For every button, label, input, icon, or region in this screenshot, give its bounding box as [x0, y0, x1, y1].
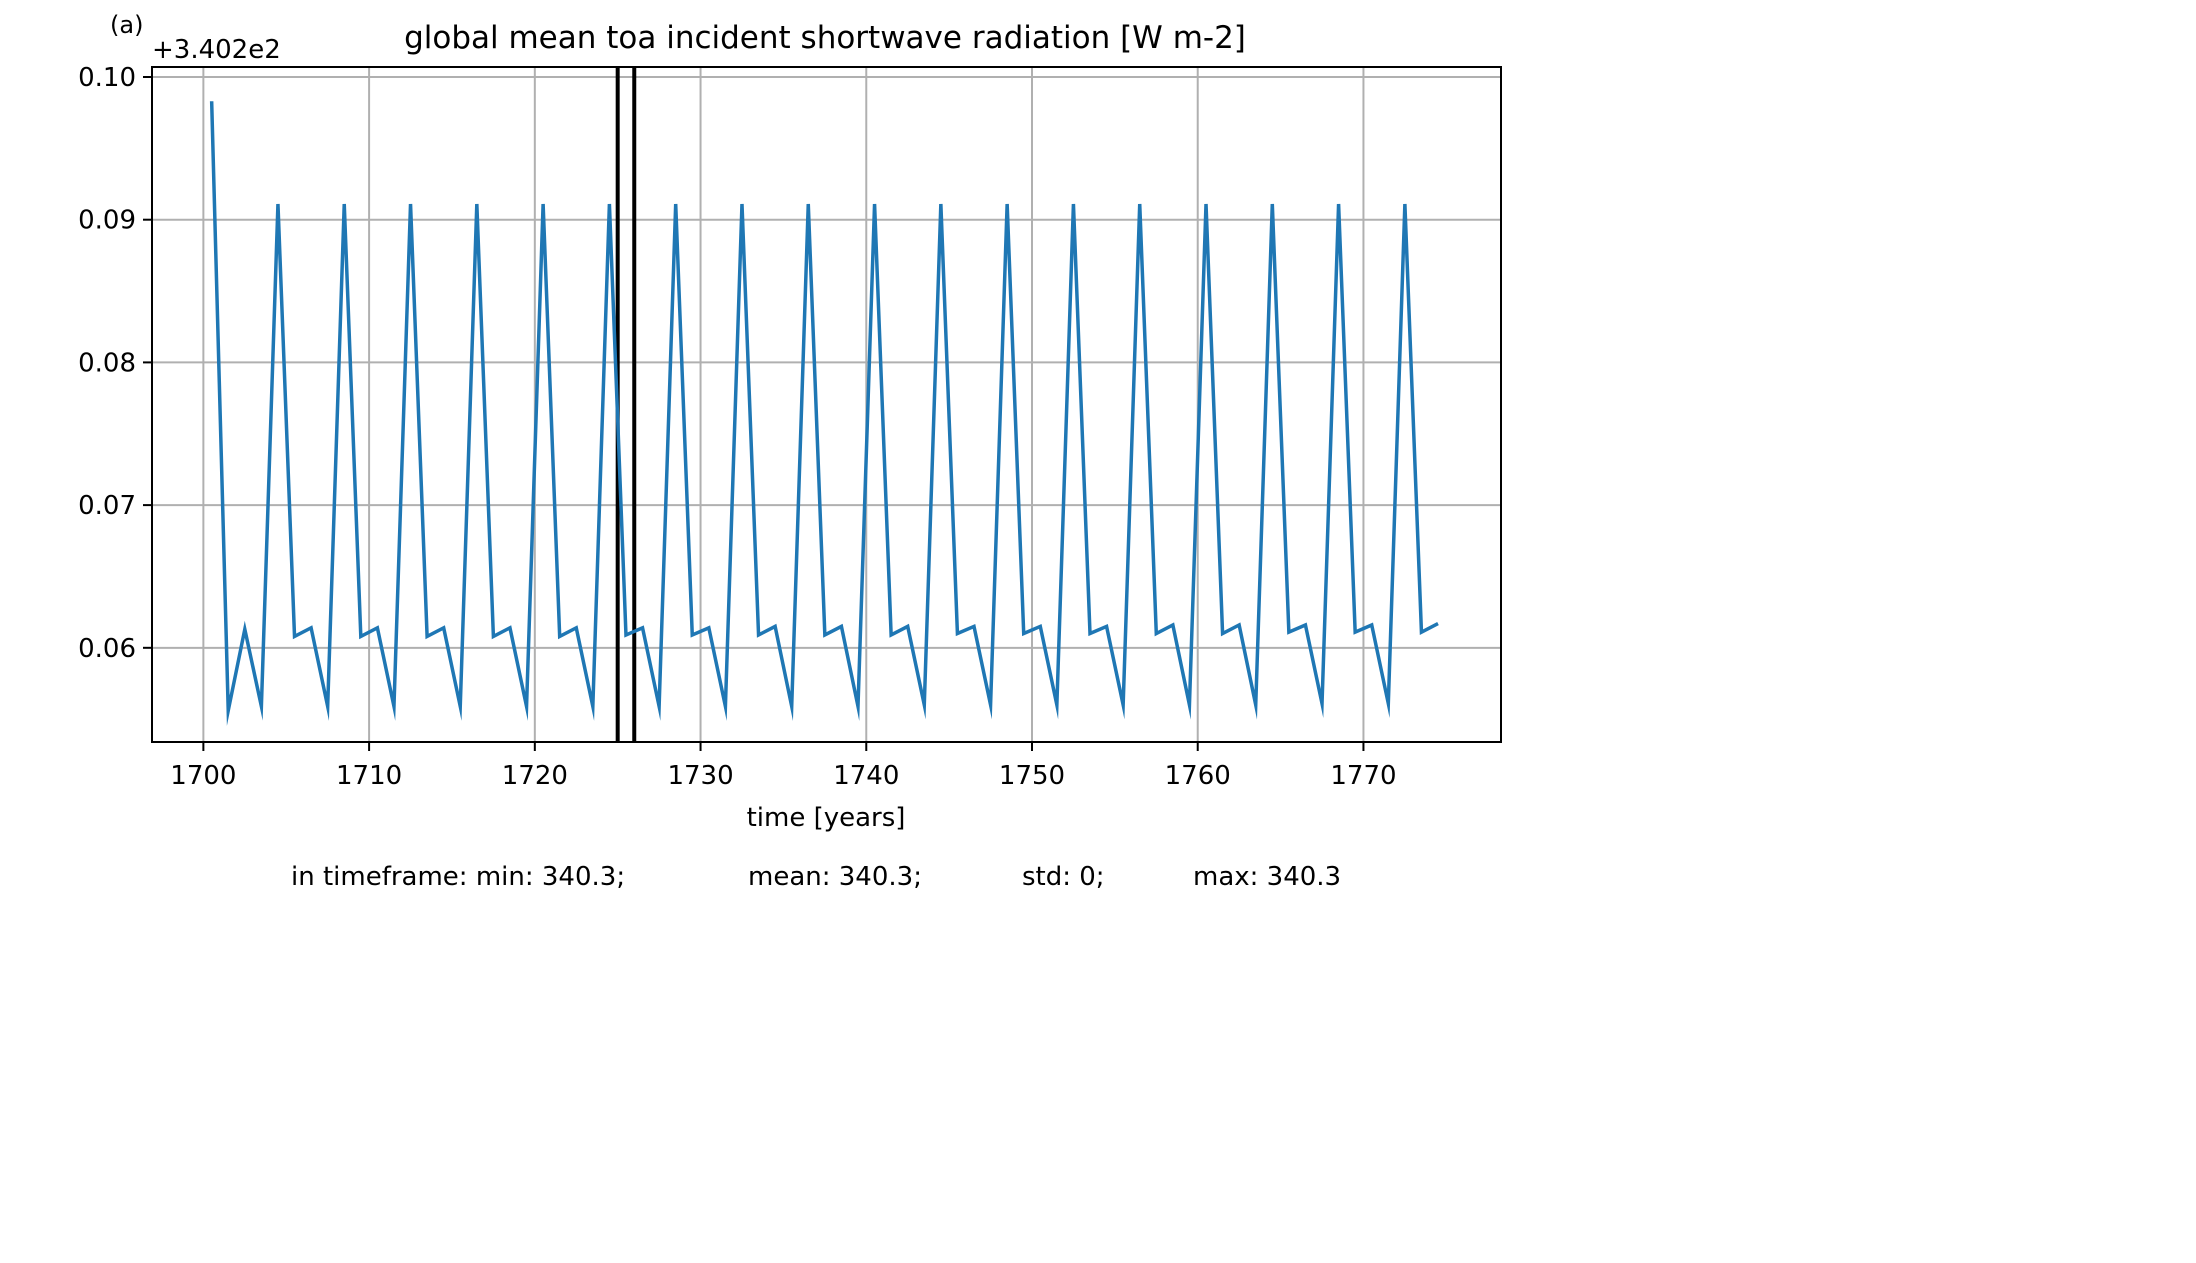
panel-label: (a): [110, 11, 143, 39]
footer-min: in timeframe: min: 340.3;: [291, 862, 625, 892]
y-tick-label: 0.06: [78, 634, 136, 664]
y-tick-label: 0.08: [78, 348, 136, 378]
series-line: [209, 101, 1439, 726]
line-chart-figure: (a) global mean toa incident shortwave r…: [0, 0, 1550, 900]
x-tick-label: 1730: [667, 761, 733, 791]
x-tick-label: 1750: [999, 761, 1065, 791]
axis-ticks: 1700 1710 1720 1730 1740 1750 1760 1770 0.06 0.07…: [78, 63, 1396, 791]
x-axis-label: time [years]: [747, 803, 906, 833]
y-tick-label: 0.10: [78, 63, 136, 93]
y-tick-label: 0.09: [78, 206, 136, 236]
chart-title: global mean toa incident shortwave radia…: [404, 20, 1246, 56]
plot-frame: [151, 66, 1502, 743]
figure-background: [0, 0, 1550, 900]
footer-std: std: 0;: [1022, 862, 1105, 892]
x-tick-label: 1720: [502, 761, 568, 791]
x-tick-label: 1700: [170, 761, 236, 791]
y-tick-label: 0.07: [78, 491, 136, 521]
x-tick-label: 1740: [833, 761, 899, 791]
series-layer: [209, 101, 1439, 726]
footer-mean: mean: 340.3;: [748, 862, 922, 892]
x-tick-label: 1710: [336, 761, 402, 791]
x-tick-label: 1760: [1165, 761, 1231, 791]
y-offset-label: +3.402e2: [152, 35, 281, 65]
x-tick-label: 1770: [1330, 761, 1396, 791]
footer-max: max: 340.3: [1193, 862, 1341, 892]
